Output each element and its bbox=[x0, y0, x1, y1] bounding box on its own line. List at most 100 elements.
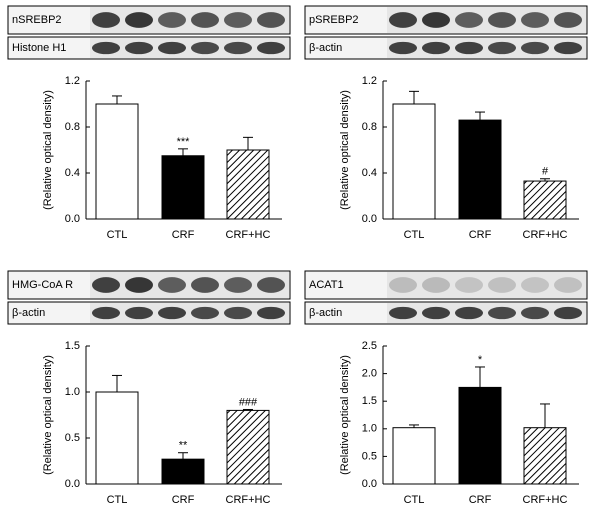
blot-band bbox=[554, 306, 582, 320]
blot-band bbox=[389, 41, 417, 55]
blot-band bbox=[389, 12, 417, 28]
significance: ** bbox=[179, 440, 188, 452]
blot-band bbox=[488, 306, 516, 320]
y-tick-label: 0.0 bbox=[362, 478, 377, 490]
blot-band bbox=[224, 277, 252, 293]
significance: *** bbox=[177, 136, 191, 148]
blot-band bbox=[554, 41, 582, 55]
blot-band bbox=[521, 277, 549, 293]
blot-band bbox=[488, 12, 516, 28]
blot-band bbox=[422, 12, 450, 28]
bar bbox=[161, 155, 205, 220]
blot-band bbox=[257, 306, 285, 320]
x-tick-label: CTL bbox=[404, 494, 425, 506]
y-tick-label: 0.0 bbox=[65, 478, 80, 490]
blot-band bbox=[521, 306, 549, 320]
blot-label: β-actin bbox=[12, 307, 45, 319]
blot-band bbox=[554, 12, 582, 28]
bar bbox=[458, 386, 502, 485]
bar bbox=[523, 180, 567, 220]
blot-band bbox=[158, 277, 186, 293]
blot-band bbox=[191, 277, 219, 293]
y-tick-label: 1.2 bbox=[65, 75, 80, 87]
y-tick-label: 0.5 bbox=[362, 450, 377, 462]
bar bbox=[226, 149, 270, 220]
blot-band bbox=[422, 41, 450, 55]
blot-band bbox=[125, 41, 153, 55]
blot-band bbox=[554, 277, 582, 293]
y-tick-label: 0.8 bbox=[362, 121, 377, 133]
panel: nSREBP2 Histone H1 0.0 0.4 0.8 1.2 (Relative o… bbox=[7, 5, 291, 241]
blot-band bbox=[125, 12, 153, 28]
bar bbox=[523, 427, 567, 485]
blot-band bbox=[158, 12, 186, 28]
y-tick-label: 0.4 bbox=[362, 167, 377, 179]
blot-strip bbox=[387, 7, 586, 33]
blot-band bbox=[389, 306, 417, 320]
y-tick-label: 0.0 bbox=[362, 213, 377, 225]
blot-band bbox=[455, 306, 483, 320]
blot-strip bbox=[90, 272, 289, 298]
blot-band bbox=[158, 41, 186, 55]
blot-band bbox=[257, 12, 285, 28]
blot-label: nSREBP2 bbox=[12, 14, 62, 26]
y-tick-label: 1.5 bbox=[362, 395, 377, 407]
blot-band bbox=[224, 306, 252, 320]
blot-band bbox=[92, 277, 120, 293]
bar bbox=[226, 409, 270, 485]
bar bbox=[95, 391, 139, 485]
y-tick-label: 0.8 bbox=[65, 121, 80, 133]
bar bbox=[392, 427, 436, 485]
blot-band bbox=[224, 41, 252, 55]
x-tick-label: CRF+HC bbox=[226, 494, 271, 506]
blot-band bbox=[521, 12, 549, 28]
blot-band bbox=[125, 277, 153, 293]
blot-band bbox=[455, 41, 483, 55]
panel: ACAT1 β-actin 0.0 0.5 1.0 1.5 2.0 2.5 (Relative … bbox=[304, 270, 588, 506]
y-tick-label: 2.0 bbox=[362, 368, 377, 380]
blot-band bbox=[455, 12, 483, 28]
bar bbox=[392, 103, 436, 220]
blot-band bbox=[158, 306, 186, 320]
y-tick-label: 2.5 bbox=[362, 340, 377, 352]
blot-strip bbox=[90, 7, 289, 33]
blot-label: β-actin bbox=[309, 307, 342, 319]
y-axis-label: (Relative optical density) bbox=[339, 90, 351, 210]
y-tick-label: 1.5 bbox=[65, 340, 80, 352]
significance: # bbox=[542, 166, 549, 178]
x-tick-label: CRF bbox=[172, 494, 195, 506]
x-tick-label: CRF bbox=[469, 229, 492, 241]
y-tick-label: 0.5 bbox=[65, 432, 80, 444]
blot-band bbox=[92, 306, 120, 320]
blot-band bbox=[224, 12, 252, 28]
blot-band bbox=[125, 306, 153, 320]
blot-label: Histone H1 bbox=[12, 42, 66, 54]
blot-band bbox=[191, 41, 219, 55]
y-tick-label: 1.0 bbox=[65, 386, 80, 398]
y-tick-label: 0.0 bbox=[65, 213, 80, 225]
blot-band bbox=[191, 306, 219, 320]
bar bbox=[458, 119, 502, 220]
y-tick-label: 0.4 bbox=[65, 167, 80, 179]
blot-label: HMG-CoA R bbox=[12, 279, 73, 291]
blot-band bbox=[422, 306, 450, 320]
significance: * bbox=[478, 354, 483, 366]
x-tick-label: CRF+HC bbox=[523, 229, 568, 241]
blot-label: pSREBP2 bbox=[309, 14, 359, 26]
y-axis-label: (Relative optical density) bbox=[339, 355, 351, 475]
blot-band bbox=[455, 277, 483, 293]
y-axis-label: (Relative optical density) bbox=[42, 90, 54, 210]
x-tick-label: CRF bbox=[469, 494, 492, 506]
panel: HMG-CoA R β-actin 0.0 0.5 1.0 1.5 (Relative op… bbox=[7, 270, 291, 506]
x-tick-label: CTL bbox=[404, 229, 425, 241]
blot-strip bbox=[387, 272, 586, 298]
blot-band bbox=[257, 277, 285, 293]
blot-band bbox=[488, 41, 516, 55]
panel: pSREBP2 β-actin 0.0 0.4 0.8 1.2 (Relative opti… bbox=[304, 5, 588, 241]
blot-band bbox=[257, 41, 285, 55]
y-tick-label: 1.0 bbox=[362, 423, 377, 435]
blot-label: ACAT1 bbox=[309, 279, 344, 291]
y-tick-label: 1.2 bbox=[362, 75, 377, 87]
